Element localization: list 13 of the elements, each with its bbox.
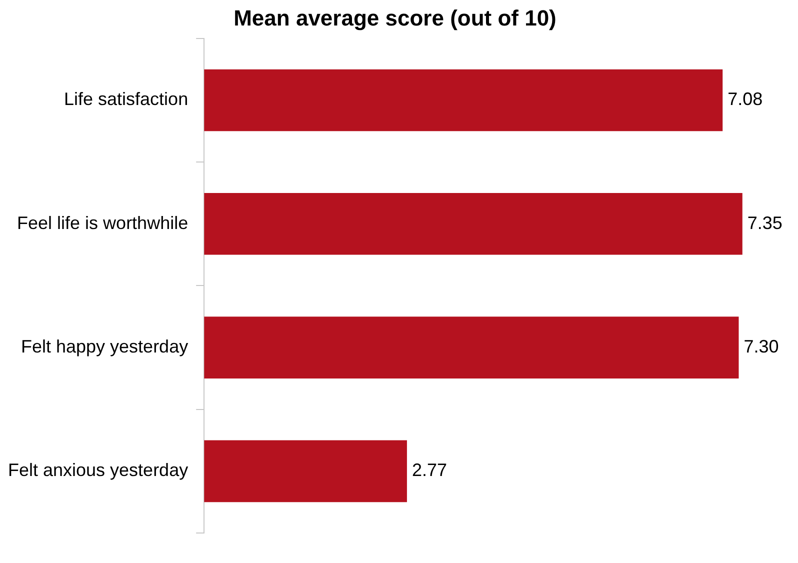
data-label: 7.30 (744, 336, 779, 356)
bar (204, 192, 742, 255)
bar (204, 440, 407, 502)
y-tick-label: Felt happy yesterday (20, 336, 188, 356)
data-label: 7.08 (728, 89, 763, 110)
y-tick-label: Life satisfaction (64, 89, 188, 110)
bar (204, 69, 723, 132)
data-label: 2.77 (412, 460, 448, 480)
y-tick-label: Felt anxious yesterday (8, 460, 188, 480)
chart-title: Mean average score (out of 10) (234, 5, 556, 30)
y-tick-label: Feel life is worthwhile (17, 212, 188, 233)
data-label: 7.35 (747, 212, 782, 233)
bar (204, 316, 739, 378)
